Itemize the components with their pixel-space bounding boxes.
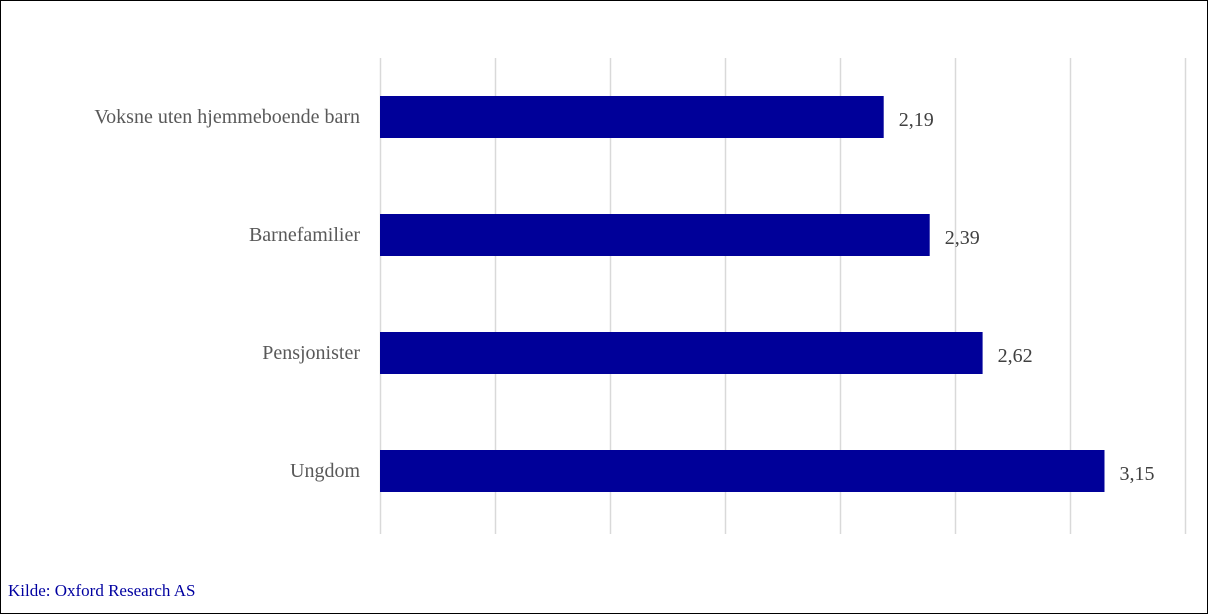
- bar: [380, 96, 884, 138]
- category-label: Voksne uten hjemmeboende barn: [94, 106, 360, 128]
- data-label: 2,19: [899, 109, 934, 131]
- labels: Voksne uten hjemmeboende barn 2,19 Barnefa…: [94, 106, 1154, 485]
- category-label: Pensjonister: [262, 342, 360, 364]
- bar: [380, 214, 930, 256]
- source-note: Kilde: Oxford Research AS: [8, 581, 196, 600]
- data-label: 2,62: [998, 345, 1033, 367]
- bar: [380, 450, 1105, 492]
- data-label: 2,39: [945, 227, 980, 249]
- bar: [380, 332, 983, 374]
- category-label: Ungdom: [290, 460, 360, 482]
- bars: [380, 96, 1105, 492]
- data-label: 3,15: [1120, 463, 1155, 485]
- category-label: Barnefamilier: [249, 224, 360, 246]
